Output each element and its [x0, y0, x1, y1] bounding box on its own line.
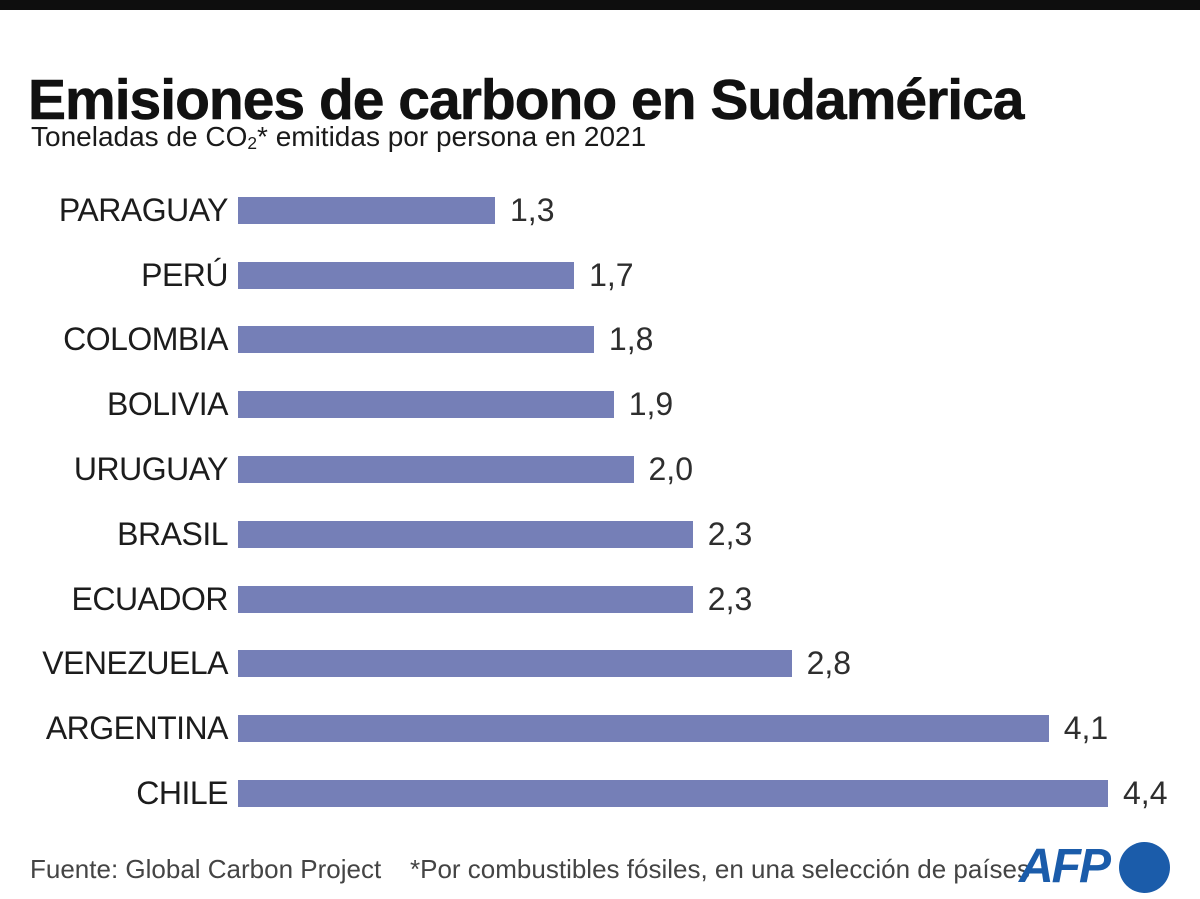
chart-row: ARGENTINA 4,1 — [30, 696, 1170, 761]
value-label: 1,8 — [608, 321, 654, 358]
country-label: CHILE — [136, 775, 228, 812]
value-label: 2,8 — [806, 645, 852, 682]
chart-row: PARAGUAY 1,3 — [30, 178, 1170, 243]
country-label: PERÚ — [141, 256, 228, 293]
afp-circle-icon — [1119, 841, 1170, 893]
bar — [238, 780, 1108, 808]
country-label: VENEZUELA — [42, 645, 228, 682]
bar — [238, 196, 495, 224]
footnote: *Por combustibles fósiles, en una selecc… — [410, 854, 1031, 884]
bar — [238, 715, 1049, 743]
chart-row: COLOMBIA 1,8 — [30, 308, 1170, 373]
subtitle-subscript: 2 — [247, 133, 258, 154]
subtitle-prefix: Toneladas de CO — [31, 121, 248, 152]
bar — [238, 650, 792, 678]
country-label: COLOMBIA — [63, 321, 228, 358]
value-label: 2,3 — [707, 515, 753, 552]
subtitle-suffix: * emitidas por persona en 2021 — [257, 121, 647, 152]
afp-logo: AFP — [1019, 840, 1170, 894]
bar — [238, 456, 634, 484]
country-label: BOLIVIA — [107, 386, 229, 423]
country-label: URUGUAY — [73, 451, 229, 488]
chart-row: CHILE 4,4 — [30, 761, 1170, 826]
chart-row: URUGUAY 2,0 — [30, 437, 1170, 502]
country-label: ECUADOR — [71, 580, 228, 617]
value-label: 1,3 — [510, 191, 555, 228]
chart-row: BOLIVIA 1,9 — [30, 372, 1170, 437]
country-label: BRASIL — [117, 515, 228, 552]
afp-logo-text: AFP — [1019, 840, 1111, 893]
bar — [238, 391, 614, 419]
chart-row: PERÚ 1,7 — [30, 243, 1170, 308]
chart-subtitle: Toneladas de CO2* emitidas por persona e… — [31, 121, 646, 153]
bar — [238, 261, 575, 289]
value-label: 2,3 — [707, 580, 753, 617]
value-label: 1,7 — [589, 256, 634, 293]
chart-row: ECUADOR 2,3 — [30, 567, 1170, 632]
country-label: PARAGUAY — [58, 191, 229, 228]
bar — [238, 326, 594, 354]
chart-row: BRASIL 2,3 — [30, 502, 1170, 567]
chart-row: VENEZUELA 2,8 — [30, 632, 1170, 697]
country-label: ARGENTINA — [45, 710, 229, 747]
value-label: 4,1 — [1063, 710, 1109, 747]
bar — [238, 520, 693, 548]
source-credit: Fuente: Global Carbon Project — [30, 854, 382, 884]
footer: Fuente: Global Carbon Project *Por combu… — [30, 840, 1170, 894]
page-title: Emisiones de carbono en Sudamérica — [28, 68, 1025, 133]
bar — [238, 585, 693, 613]
chart-rows: PARAGUAY 1,3 PERÚ 1,7 COLOMBIA 1,8 BOLIVIA 1,9 U… — [30, 178, 1170, 826]
value-label: 2,0 — [648, 451, 693, 488]
top-accent-bar — [0, 0, 1200, 10]
value-label: 1,9 — [628, 386, 674, 423]
value-label: 4,4 — [1123, 775, 1168, 812]
